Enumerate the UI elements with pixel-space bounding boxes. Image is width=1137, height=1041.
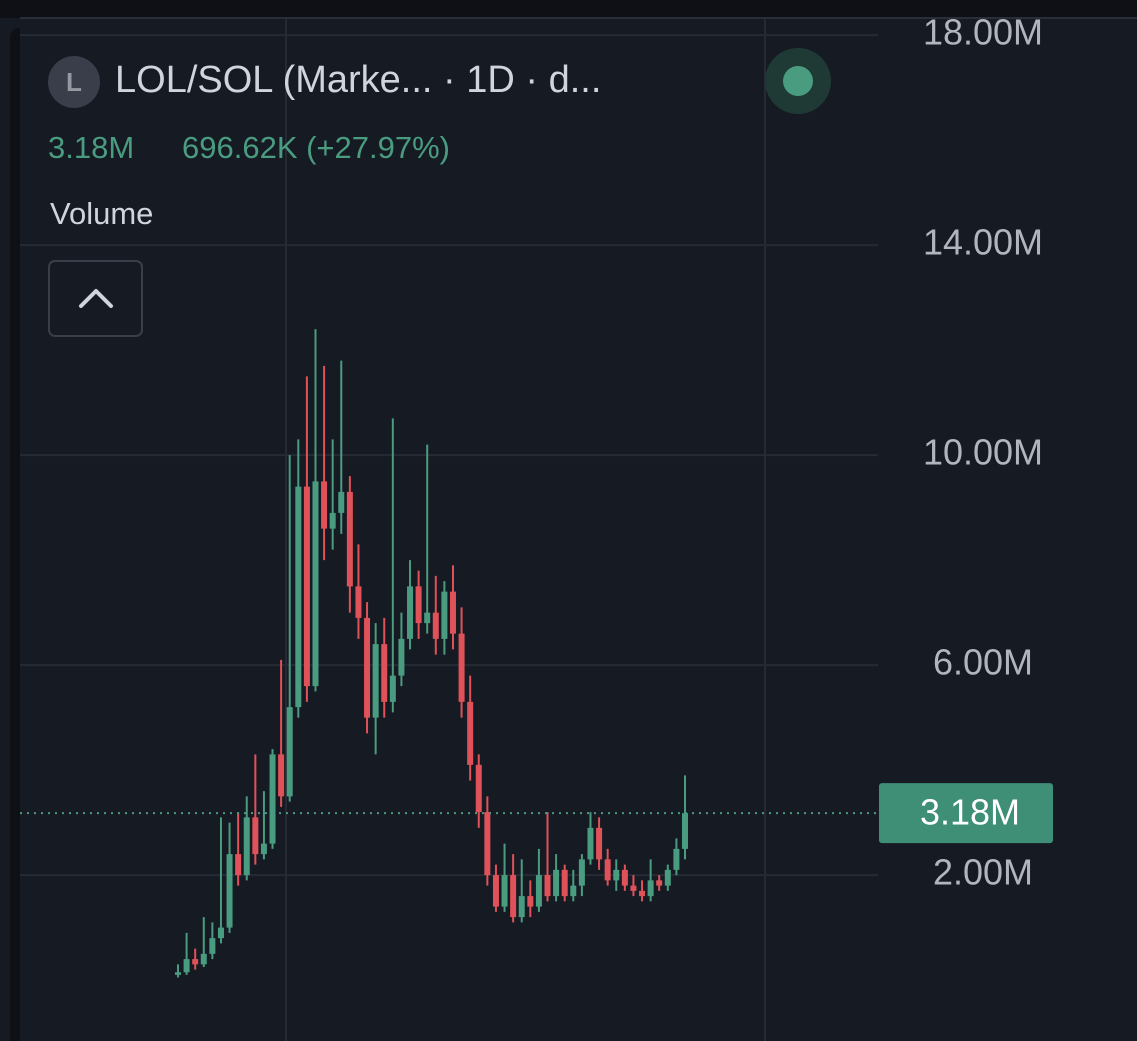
change: 696.62K (+27.97%): [182, 130, 450, 165]
candle-body: [269, 754, 276, 844]
candle-body: [578, 859, 585, 886]
candle-body: [398, 638, 405, 676]
collapse-button[interactable]: [48, 260, 143, 337]
candle-body: [260, 843, 267, 855]
candle-body: [441, 591, 448, 639]
candle-body: [484, 812, 491, 876]
y-tick-label: 2.00M: [933, 852, 1033, 893]
y-tick-label: 18.00M: [923, 12, 1043, 53]
candle-body: [656, 880, 663, 886]
last-value: 3.18M: [48, 130, 134, 165]
candle-body: [587, 827, 594, 860]
grid: [20, 34, 878, 877]
candle-body: [329, 512, 336, 529]
candle-body: [432, 612, 439, 639]
candle-body: [510, 875, 517, 918]
candle-body: [200, 953, 207, 965]
y-tick-label: 10.00M: [923, 432, 1043, 473]
candle-body: [449, 591, 456, 634]
candle-body: [252, 817, 259, 855]
candle-body: [596, 827, 603, 860]
candle-body: [424, 612, 431, 624]
candle-body: [321, 481, 328, 529]
candle-body: [312, 481, 319, 687]
candle-body: [630, 885, 637, 891]
chart-title[interactable]: LOL/SOL (Marke... · 1D · d...: [115, 59, 601, 101]
chevron-up: [79, 289, 113, 308]
last-price-badge: [879, 783, 1053, 844]
candle-body: [346, 491, 353, 587]
candle-body: [561, 869, 568, 897]
candle-body: [501, 875, 508, 907]
candles: [175, 329, 688, 978]
candle-body: [286, 707, 293, 797]
candle-body: [673, 848, 680, 870]
y-tick-label: 6.00M: [933, 642, 1033, 683]
candle-body: [527, 896, 534, 907]
candle-body: [553, 869, 560, 897]
candle-body: [303, 486, 310, 687]
y-tick-label: 14.00M: [923, 222, 1043, 263]
candle-body: [518, 896, 525, 918]
candle-body: [364, 617, 371, 718]
candle-body: [621, 869, 628, 886]
candle-body: [664, 869, 671, 886]
indicator-label[interactable]: Volume: [50, 196, 153, 231]
candle-body: [175, 972, 181, 975]
candle-body: [381, 644, 388, 702]
candle-body: [570, 885, 577, 897]
candle-body: [467, 701, 474, 765]
candle-body: [372, 644, 379, 718]
candle-body: [544, 875, 551, 897]
candle-body: [209, 938, 216, 954]
candle-body: [226, 854, 233, 928]
top-bar: [0, 0, 1137, 18]
symbol-letter: L: [66, 67, 82, 97]
candle-body: [243, 817, 250, 876]
overlay: 2.00M 6.00M 10.00M 14.00M 18.00M 3.18M: [20, 12, 1053, 893]
last-price-label: 3.18M: [920, 792, 1020, 833]
candle-body: [217, 927, 224, 939]
candle-body: [492, 875, 499, 907]
candle-body: [682, 813, 688, 849]
candle-body: [613, 869, 620, 881]
status-dot: [783, 66, 813, 96]
candle-body: [407, 586, 414, 639]
candle-body: [647, 880, 654, 897]
candle-body: [458, 633, 465, 702]
candle-body: [415, 586, 422, 624]
symbol-icon: [48, 56, 100, 108]
candle-body: [338, 491, 345, 513]
candle-body: [295, 486, 302, 708]
candle-body: [604, 859, 611, 881]
candle-body: [639, 890, 646, 897]
left-edge: [10, 28, 20, 1041]
candle-body: [183, 959, 190, 973]
candle-body: [389, 675, 396, 702]
candle-body: [192, 959, 199, 965]
candle-body: [535, 875, 542, 907]
candle-body: [235, 854, 242, 876]
candle-body: [278, 754, 285, 797]
candle-body: [475, 764, 482, 813]
candle-body: [355, 586, 362, 618]
